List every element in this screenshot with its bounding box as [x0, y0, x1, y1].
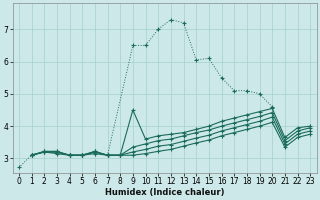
X-axis label: Humidex (Indice chaleur): Humidex (Indice chaleur)	[105, 188, 224, 197]
